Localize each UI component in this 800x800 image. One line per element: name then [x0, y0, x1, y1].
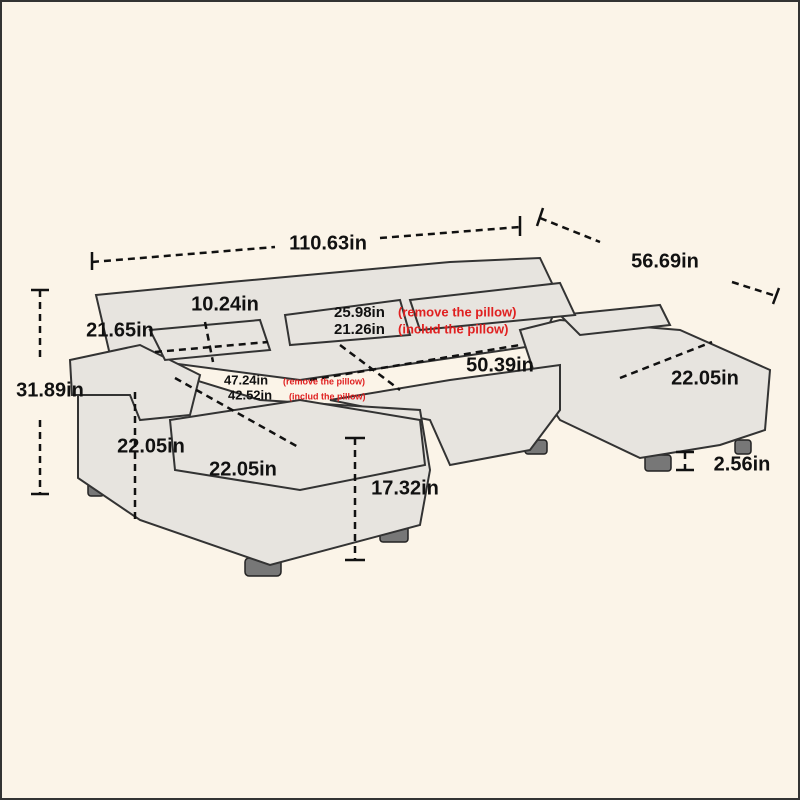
cushion-height-label: 10.24in — [191, 293, 259, 315]
pillow-width-label: 21.65in — [86, 319, 154, 341]
seat-height-label: 17.32in — [371, 477, 439, 499]
chaise-width-right-label: 22.05in — [671, 367, 739, 389]
back-depth-pillow-note: (includ the pillow) — [398, 321, 509, 336]
dimension-lines — [31, 207, 781, 562]
back-depth-pillow-label: 21.26in — [334, 321, 385, 338]
width-label: 110.63in — [289, 232, 367, 254]
middle-length-label: 50.39in — [466, 354, 534, 376]
depth-label: 56.69in — [631, 250, 699, 272]
leg-height-label: 2.56in — [714, 453, 771, 475]
back-depth-note: (remove the pillow) — [398, 304, 516, 319]
seat-depth-pillow-note: (includ the pillow) — [289, 391, 366, 401]
chaise-width-left-label: 22.05in — [117, 435, 185, 457]
back-depth-label: 25.98in — [334, 304, 385, 321]
seat-depth-note: (remove the pillow) — [283, 376, 365, 386]
chaise-width-front-label: 22.05in — [209, 458, 277, 480]
sofa-sketch — [68, 256, 772, 577]
seat-depth-pillow-label: 42.52in — [228, 387, 272, 402]
seat-depth-label: 47.24in — [224, 372, 268, 387]
height-label: 31.89in — [16, 379, 84, 401]
